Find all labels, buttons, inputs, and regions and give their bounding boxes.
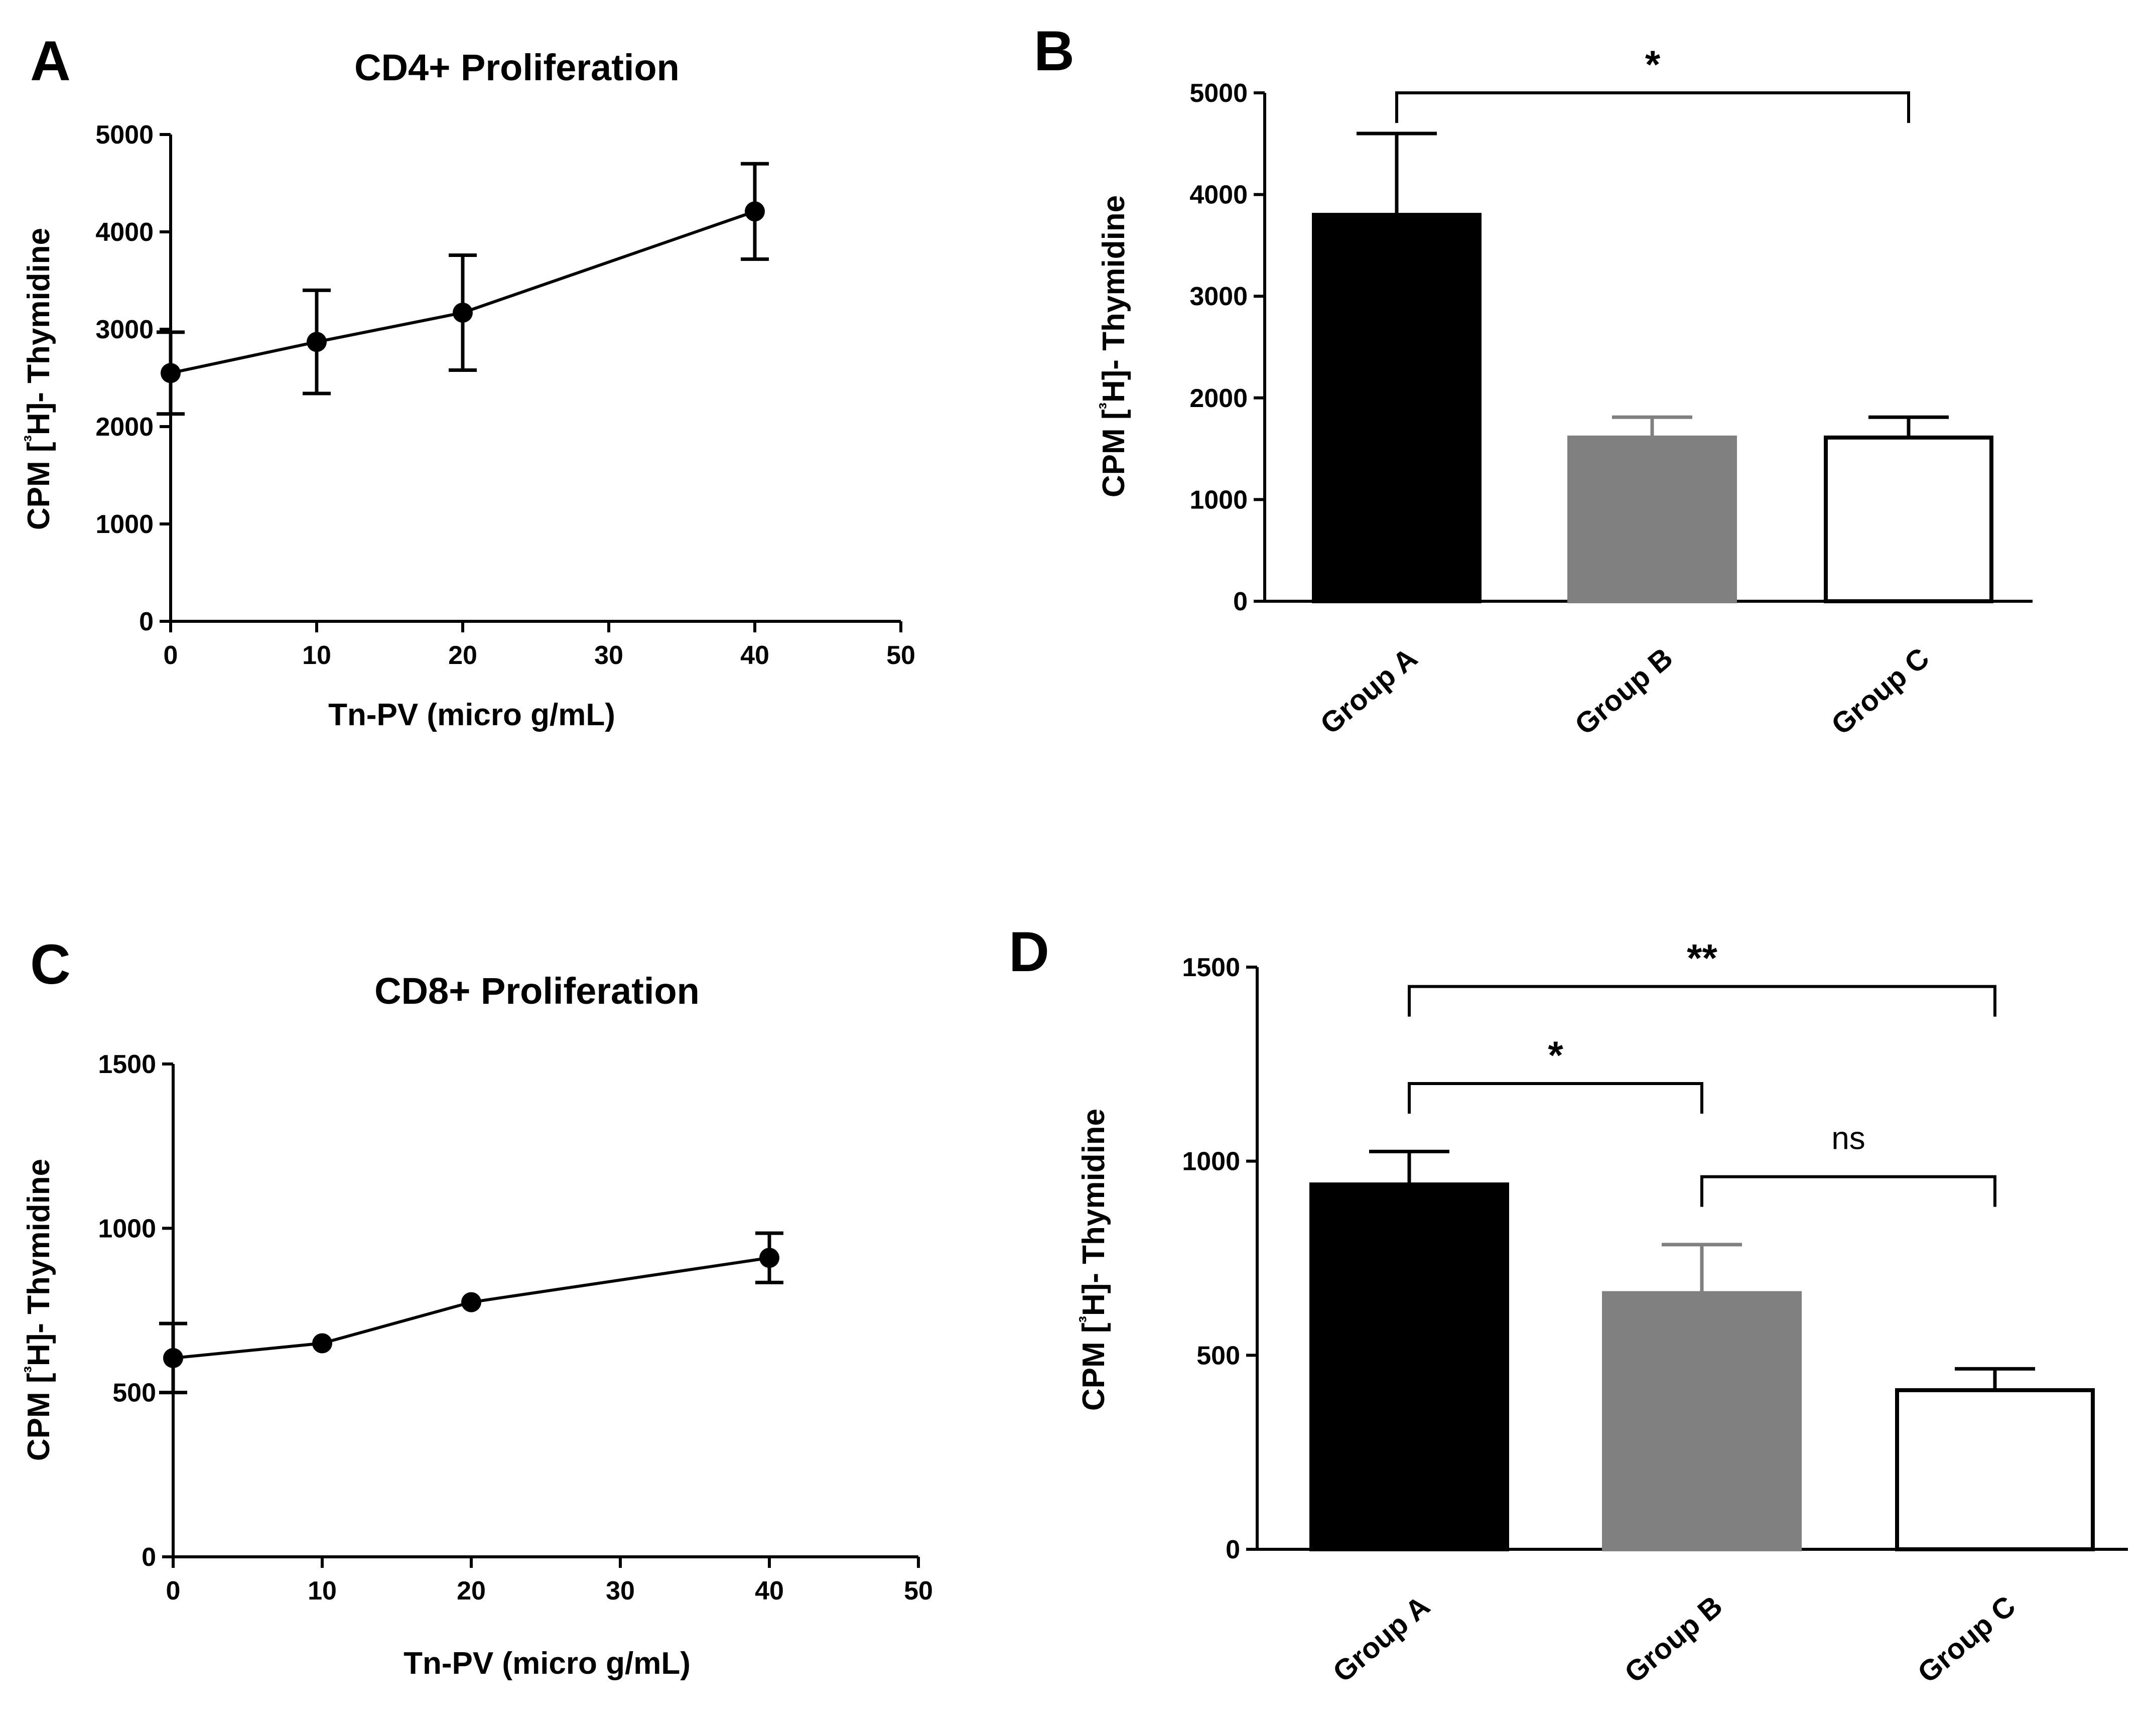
y-tick-label: 4000	[95, 218, 154, 247]
y-axis-label: CPM [³H]- Thymidine	[1096, 195, 1131, 497]
x-tick-label: 30	[594, 641, 623, 670]
x-axis-label: Tn-PV (micro g/mL)	[328, 698, 615, 732]
data-point	[461, 1292, 481, 1312]
y-tick-label: 0	[142, 1543, 156, 1572]
x-axis-label: Tn-PV (micro g/mL)	[404, 1646, 691, 1681]
y-axis-label: CPM [³H]- Thymidine	[21, 1159, 56, 1461]
data-point	[745, 201, 765, 222]
significance-bracket	[1700, 1175, 1996, 1207]
significance-bracket	[1408, 1082, 1703, 1114]
significance-label: *	[1548, 1033, 1563, 1077]
y-tick-label: 1000	[95, 510, 154, 539]
x-tick-label: 30	[606, 1576, 635, 1606]
x-category-label: Group A	[1314, 641, 1424, 741]
y-tick-label: 5000	[95, 120, 154, 150]
x-category-label: Group B	[1569, 641, 1679, 741]
panel-letter: A	[30, 30, 71, 92]
data-point	[312, 1333, 332, 1354]
y-tick-label: 1500	[98, 1050, 156, 1079]
x-tick-label: 50	[904, 1576, 933, 1606]
x-tick-label: 50	[886, 641, 915, 670]
bar	[1602, 1291, 1802, 1552]
significance-bracket	[1408, 985, 1996, 1017]
x-category-label: Group C	[1912, 1589, 2022, 1689]
data-point	[307, 332, 327, 352]
data-point	[163, 1348, 183, 1368]
y-tick-label: 2000	[1189, 384, 1248, 413]
y-tick-label: 4000	[1189, 181, 1248, 210]
bar	[1895, 1388, 2095, 1552]
significance-label: *	[1645, 42, 1661, 86]
chart-title: CD8+ Proliferation	[374, 970, 700, 1012]
data-point	[759, 1248, 779, 1268]
y-tick-label: 1500	[1182, 953, 1240, 982]
x-category-label: Group C	[1825, 641, 1935, 741]
bar	[1309, 1182, 1509, 1551]
bar	[1567, 435, 1737, 604]
panel-letter: D	[1009, 920, 1049, 983]
significance-bracket	[1395, 91, 1910, 123]
y-tick-label: 0	[1233, 587, 1248, 616]
bar	[1824, 435, 1993, 604]
x-category-label: Group B	[1619, 1589, 1728, 1689]
significance-label: ns	[1831, 1120, 1865, 1156]
y-axis-label: CPM [³H]- Thymidine	[21, 228, 56, 530]
y-tick-label: 500	[1196, 1341, 1240, 1370]
chart-title: CD4+ Proliferation	[354, 47, 680, 88]
x-tick-label: 20	[457, 1576, 486, 1606]
significance-label: **	[1687, 936, 1717, 980]
x-tick-label: 10	[308, 1576, 337, 1606]
panel-b: B 0 1000 2000 3000 4000 5000 CPM [³H]- Thymidin…	[1034, 20, 2033, 741]
y-tick-label: 1000	[1189, 485, 1248, 514]
series-line	[173, 1256, 770, 1360]
y-axis-label: CPM [³H]- Thymidine	[1076, 1109, 1111, 1411]
y-tick-label: 5000	[1189, 79, 1248, 108]
data-point	[453, 303, 473, 323]
x-category-label: Group A	[1327, 1589, 1436, 1689]
y-tick-label: 3000	[1189, 282, 1248, 311]
y-tick-label: 0	[139, 607, 154, 636]
x-tick-label: 20	[448, 641, 477, 670]
y-tick-label: 1000	[1182, 1147, 1240, 1176]
x-tick-label: 0	[164, 641, 178, 670]
x-tick-label: 40	[755, 1576, 784, 1606]
bar	[1312, 213, 1482, 603]
x-tick-label: 0	[166, 1576, 181, 1606]
series-line	[170, 210, 755, 375]
x-tick-label: 40	[740, 641, 769, 670]
y-tick-label: 0	[1226, 1535, 1240, 1564]
y-tick-label: 1000	[98, 1214, 156, 1243]
y-tick-label: 500	[112, 1379, 156, 1408]
y-tick-label: 3000	[95, 315, 154, 344]
panel-letter: C	[30, 933, 71, 996]
y-tick-label: 2000	[95, 413, 154, 442]
panel-a: A CD4+ Proliferation 0 1000 2000 3000 4000 5000…	[21, 30, 915, 732]
x-tick-label: 10	[302, 641, 331, 670]
data-point	[161, 363, 181, 383]
panel-letter: B	[1034, 20, 1074, 82]
panel-d: D 0 500 1000 1500 CPM [³H]- Thymidine Group A G…	[1009, 920, 2128, 1689]
